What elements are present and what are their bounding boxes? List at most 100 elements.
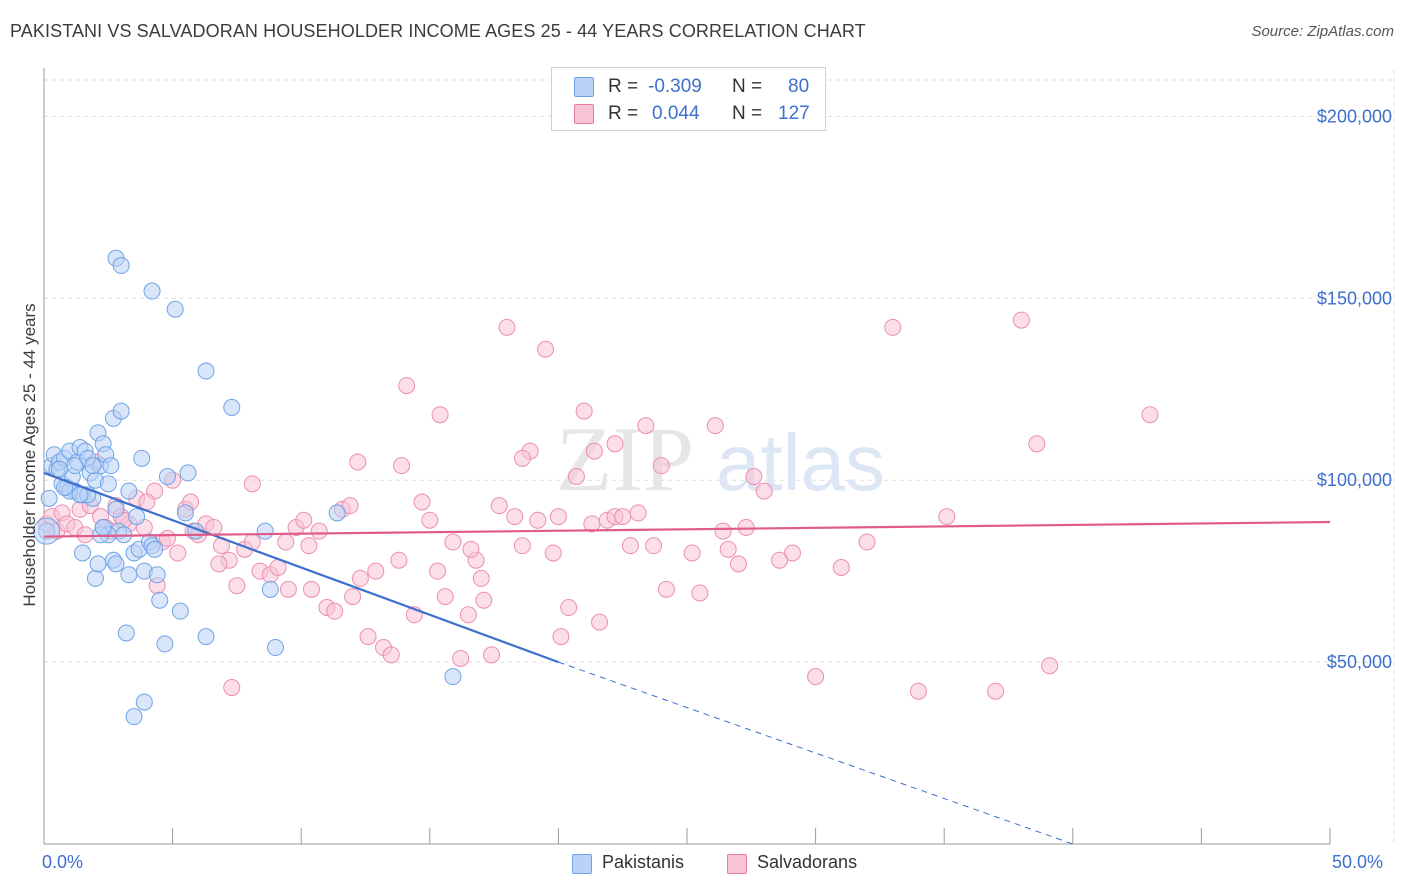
y-axis-label: Householder Income Ages 25 - 44 years <box>20 303 39 607</box>
salvadoran-point <box>490 497 508 515</box>
axes <box>43 68 1331 845</box>
pakistani-point <box>128 508 146 526</box>
pakistani-point <box>50 460 68 478</box>
salvadoran-point <box>591 613 609 631</box>
pakistani-point <box>197 362 215 380</box>
watermark-zip: ZIP <box>556 408 694 510</box>
salvadoran-point <box>351 569 369 587</box>
salvadoran-point <box>549 508 567 526</box>
salvadoran-point <box>436 588 454 606</box>
pakistani-point <box>107 500 125 518</box>
salvadoran-point <box>1041 657 1059 675</box>
salvadoran-point <box>629 504 647 522</box>
pakistani-point <box>176 504 194 522</box>
salvadoran-point <box>367 562 385 580</box>
legend-label-pakistanis: Pakistanis <box>602 852 685 872</box>
pakistani-point <box>133 449 151 467</box>
salvadoran-point <box>585 442 603 460</box>
pakistani-point <box>146 540 164 558</box>
pakistani-point <box>112 257 130 275</box>
trend-lines <box>43 471 1331 845</box>
salvadoran-point <box>472 569 490 587</box>
salvadoran-point <box>359 628 377 646</box>
salvadoran-point <box>621 537 639 555</box>
pakistani-point <box>166 300 184 318</box>
pakistani-point <box>444 668 462 686</box>
pakistani-point <box>112 402 130 420</box>
salvadoran-point <box>807 668 825 686</box>
salvadoran-point <box>210 555 228 573</box>
chart-title: PAKISTANI VS SALVADORAN HOUSEHOLDER INCO… <box>10 21 866 41</box>
pakistani-point <box>156 635 174 653</box>
source-label: Source: ZipAtlas.com <box>1251 23 1394 40</box>
salvadoran-point <box>421 511 439 529</box>
salvadoran-point <box>1028 435 1046 453</box>
salvadoran-point <box>393 457 411 475</box>
pakistani-point <box>40 489 58 507</box>
legend-swatch-pink <box>727 854 747 874</box>
salvadoran-point <box>683 544 701 562</box>
salvadoran-point <box>858 533 876 551</box>
salvadoran-point <box>614 508 632 526</box>
salvadoran-point <box>452 649 470 667</box>
salvadoran-point <box>429 562 447 580</box>
y-tick-label: $100,000 <box>1317 470 1392 490</box>
salvadoran-point <box>691 584 709 602</box>
salvadoran-point <box>300 537 318 555</box>
salvadoran-point <box>341 497 359 515</box>
salvadoran-point <box>771 551 789 569</box>
salvadoran-point <box>544 544 562 562</box>
salvadoran-point <box>326 602 344 620</box>
pakistani-point <box>107 555 125 573</box>
salvadoran-point <box>459 606 477 624</box>
pakistani-point <box>266 639 284 657</box>
salvadoran-point <box>413 493 431 511</box>
salvadoran-point <box>462 540 480 558</box>
salvadoran-point <box>1012 311 1030 329</box>
correlation-legend: R = -0.309 N = 80 R = 0.044 N = 127 <box>551 67 826 131</box>
salvadoran-point <box>637 417 655 435</box>
salvadoran-point <box>475 591 493 609</box>
salvadoran-point <box>444 533 462 551</box>
pakistani-point <box>99 475 117 493</box>
pakistani-point <box>179 464 197 482</box>
pakistani-point <box>66 457 84 475</box>
salvadoran-point <box>755 482 773 500</box>
pakistani-point <box>143 282 161 300</box>
pakistani-point <box>261 580 279 598</box>
salvadoran-point <box>506 508 524 526</box>
legend-r-label: R = <box>608 103 639 124</box>
pakistani-point <box>328 504 346 522</box>
salvadoran-point <box>832 559 850 577</box>
pakistanis-points <box>33 249 462 726</box>
pakistani-point <box>84 457 102 475</box>
salvadoran-point <box>567 468 585 486</box>
salvadoran-point <box>606 435 624 453</box>
y-tick-label: $200,000 <box>1317 106 1392 126</box>
pakistani-point <box>89 555 107 573</box>
y-tick-label: $150,000 <box>1317 288 1392 308</box>
legend-swatch-blue <box>572 854 592 874</box>
pakistanis-trend-line <box>43 471 559 664</box>
salvadoran-point <box>575 402 593 420</box>
x-tick-max: 50.0% <box>1332 852 1384 872</box>
salvadorans-trend-line <box>43 520 1331 538</box>
salvadoran-point <box>158 529 176 547</box>
salvadoran-point <box>657 580 675 598</box>
salvadoran-point <box>390 551 408 569</box>
pakistanis-trend-extension <box>558 661 1073 845</box>
salvadoran-point <box>909 682 927 700</box>
pakistani-point <box>223 398 241 416</box>
salvadoran-point <box>513 449 531 467</box>
legend-n-label: N = <box>732 76 763 97</box>
legend-r-value: 0.044 <box>652 103 700 124</box>
salvadoran-point <box>529 511 547 529</box>
salvadoran-point <box>228 577 246 595</box>
legend-swatch-blue <box>574 77 594 97</box>
salvadoran-point <box>745 468 763 486</box>
pakistani-point <box>135 693 153 711</box>
salvadoran-point <box>344 588 362 606</box>
pakistani-point <box>151 591 169 609</box>
salvadoran-point <box>76 526 94 544</box>
salvadoran-point <box>498 318 516 336</box>
